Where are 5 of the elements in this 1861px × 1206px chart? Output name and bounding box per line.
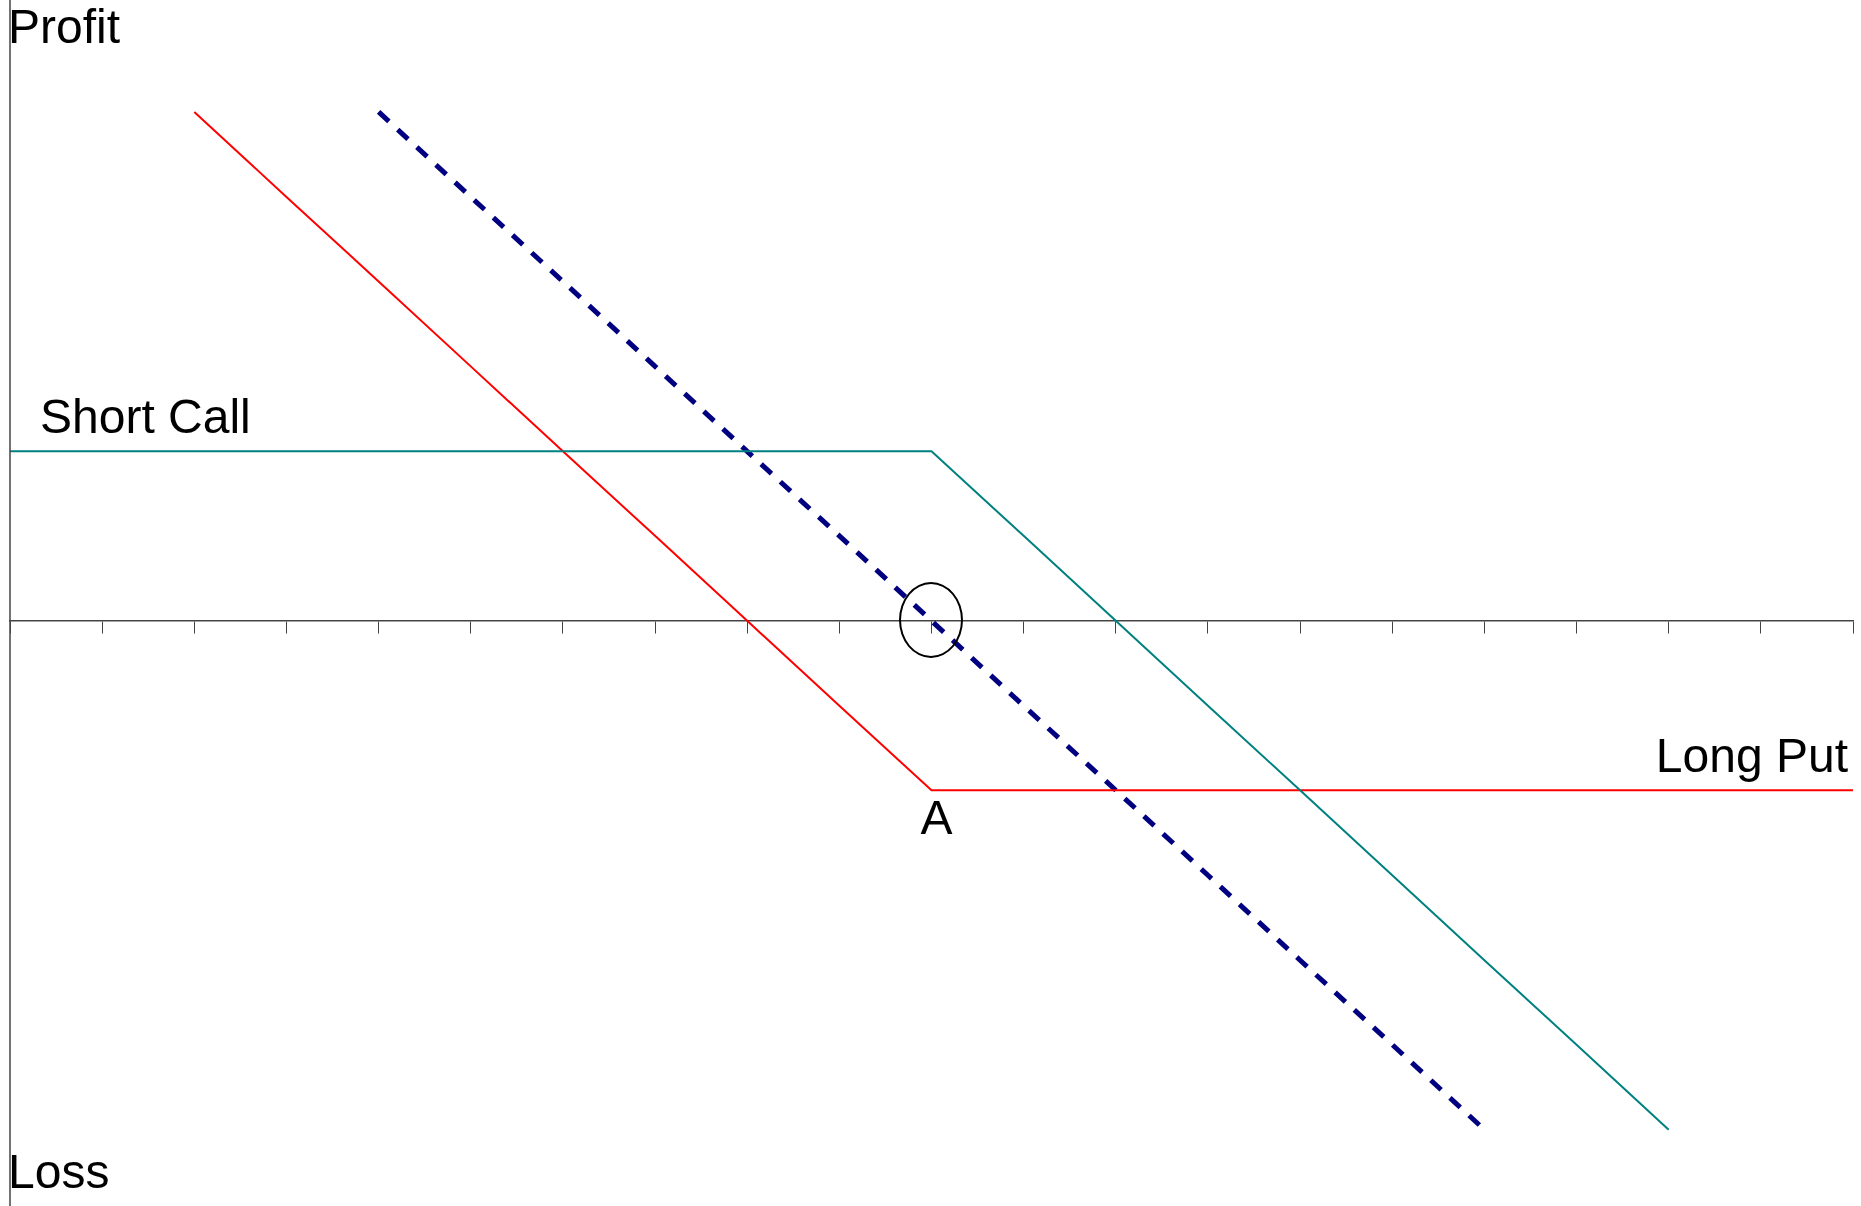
text: Profit <box>8 0 121 54</box>
series-label: Short Call <box>40 390 251 444</box>
series-label: Long Put <box>1655 729 1848 783</box>
annotation: A <box>920 791 953 845</box>
text: Loss <box>8 1145 110 1199</box>
